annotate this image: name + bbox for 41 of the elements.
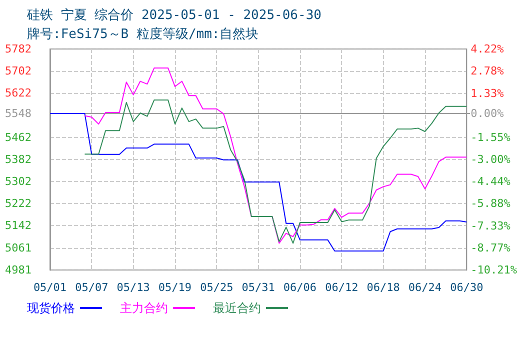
x-tick-label: 05/13 — [116, 281, 150, 294]
y-tick-label: 4981 — [5, 264, 32, 276]
y2-tick-label: -3.00% — [470, 153, 511, 166]
chart-title: 硅铁 宁夏 综合价 2025-05-01 - 2025-06-30 — [26, 7, 322, 23]
y2-tick-label: -1.55% — [470, 130, 511, 144]
x-tick-label: 05/01 — [33, 281, 67, 294]
y-tick-label: 5782 — [5, 42, 32, 56]
y2-tick-label: -7.33% — [470, 219, 511, 232]
y2-tick-label: -10.21% — [470, 264, 518, 276]
x-tick-label: 06/12 — [325, 281, 358, 294]
y-tick-label: 5702 — [5, 64, 32, 78]
legend-label: 最近合约 — [213, 301, 261, 315]
y-tick-label: 5382 — [5, 152, 32, 166]
y-tick-label: 5222 — [5, 197, 32, 210]
y2-tick-label: 4.22% — [470, 42, 504, 56]
y2-tick-label: 0.00% — [470, 107, 504, 120]
x-tick-label: 05/19 — [158, 281, 192, 294]
y2-tick-label: 1.33% — [470, 86, 504, 100]
x-tick-label: 05/07 — [75, 281, 108, 294]
y-tick-label: 5548 — [5, 107, 32, 120]
y-tick-label: 5302 — [5, 174, 32, 188]
y2-tick-label: 2.78% — [470, 64, 504, 78]
line-series — [84, 100, 468, 244]
y-tick-label: 5622 — [5, 86, 32, 100]
x-tick-label: 06/18 — [366, 281, 400, 294]
y2-tick-label: -8.77% — [470, 241, 511, 254]
y-tick-label: 5061 — [5, 241, 32, 254]
x-tick-label: 05/25 — [200, 281, 234, 294]
legend-label: 主力合约 — [120, 301, 168, 315]
legend-label: 现货价格 — [27, 301, 75, 315]
x-tick-label: 06/06 — [283, 281, 317, 294]
x-tick-label: 06/30 — [450, 281, 484, 294]
line-series — [84, 68, 468, 244]
x-tick-label: 06/24 — [408, 281, 442, 294]
line-series — [50, 113, 468, 252]
chart-subtitle: 牌号:FeSi75～B 粒度等级/mm:自然块 — [27, 26, 259, 42]
y-tick-label: 5142 — [5, 219, 32, 232]
y-tick-label: 5462 — [5, 130, 32, 144]
x-tick-label: 05/31 — [242, 281, 275, 294]
y2-tick-label: -5.88% — [470, 197, 511, 210]
y2-tick-label: -4.44% — [470, 175, 511, 188]
